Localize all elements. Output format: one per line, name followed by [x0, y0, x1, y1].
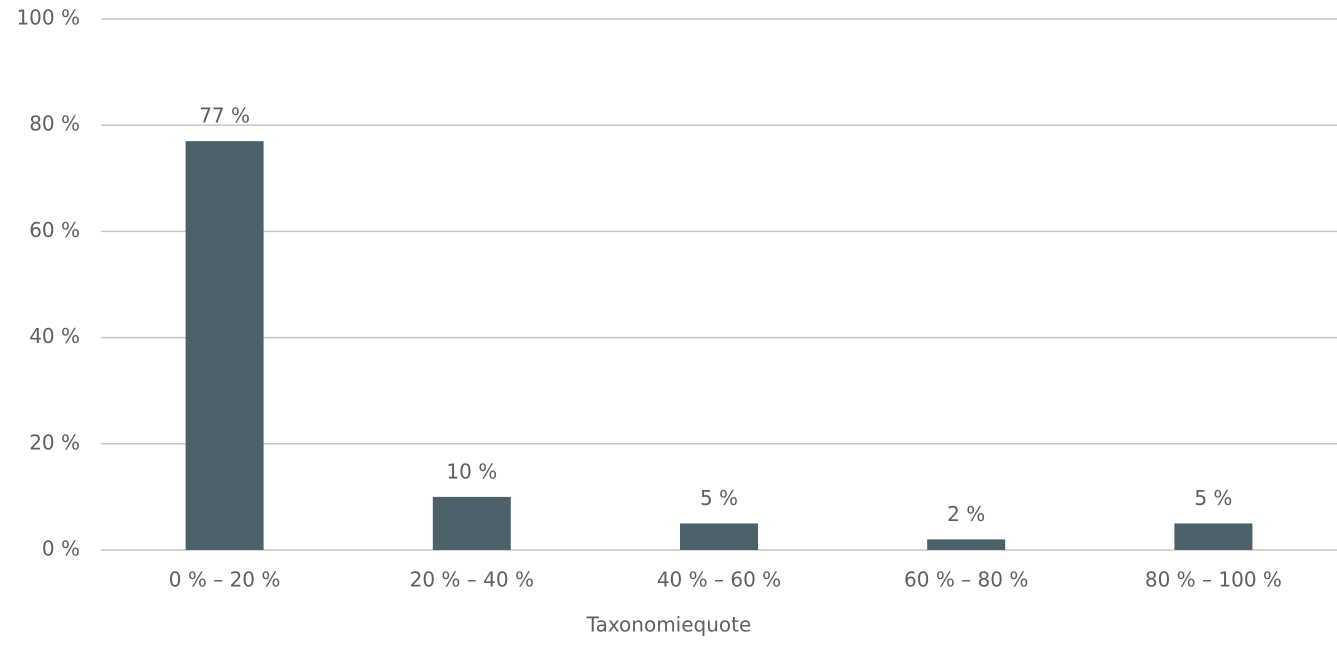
- value-label: 5 %: [700, 486, 738, 510]
- x-tick-label: 20 % – 40 %: [410, 568, 534, 592]
- bar: [1174, 523, 1253, 550]
- x-axis-title: Taxonomiequote: [586, 613, 752, 637]
- bar: [680, 523, 758, 550]
- y-tick-label: 40 %: [29, 324, 80, 348]
- x-tick-label: 80 % – 100 %: [1145, 568, 1282, 592]
- bar: [927, 539, 1006, 550]
- y-tick-label: 60 %: [29, 218, 80, 242]
- y-tick-label: 0 %: [42, 537, 80, 561]
- x-tick-label: 60 % – 80 %: [904, 568, 1028, 592]
- y-tick-label: 20 %: [29, 430, 80, 454]
- x-tick-label: 40 % – 60 %: [657, 568, 781, 592]
- y-tick-label: 80 %: [29, 112, 80, 136]
- value-label: 77 %: [199, 104, 250, 128]
- bar: [432, 496, 511, 550]
- bar: [185, 141, 264, 550]
- y-tick-label: 100 %: [16, 6, 80, 30]
- x-tick-label: 0 % – 20 %: [169, 568, 281, 592]
- value-label: 5 %: [1194, 486, 1232, 510]
- value-label: 10 %: [446, 459, 497, 483]
- value-label: 2 %: [947, 502, 985, 526]
